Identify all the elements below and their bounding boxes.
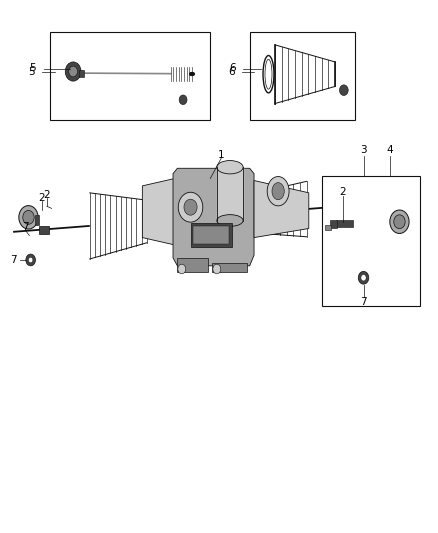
Circle shape xyxy=(339,85,348,95)
Text: 4: 4 xyxy=(386,146,393,155)
Ellipse shape xyxy=(272,183,284,200)
Bar xyxy=(35,215,39,225)
Text: 6: 6 xyxy=(228,68,235,77)
Circle shape xyxy=(178,264,186,274)
Circle shape xyxy=(23,211,34,224)
FancyBboxPatch shape xyxy=(336,220,353,227)
Circle shape xyxy=(178,192,203,222)
Bar xyxy=(79,70,84,77)
Text: 2: 2 xyxy=(38,192,45,203)
Polygon shape xyxy=(173,168,254,266)
Text: 1: 1 xyxy=(218,150,225,159)
Text: 5: 5 xyxy=(28,68,35,77)
Circle shape xyxy=(28,257,33,263)
Circle shape xyxy=(69,66,78,77)
FancyBboxPatch shape xyxy=(191,223,232,247)
Text: 7: 7 xyxy=(22,222,29,231)
Circle shape xyxy=(19,206,38,229)
Ellipse shape xyxy=(217,160,243,174)
Circle shape xyxy=(358,271,369,284)
Circle shape xyxy=(361,274,366,281)
Text: 7: 7 xyxy=(360,297,367,306)
Text: 5: 5 xyxy=(29,63,36,73)
Ellipse shape xyxy=(263,55,274,93)
Text: 6: 6 xyxy=(229,63,236,73)
Ellipse shape xyxy=(267,176,289,206)
FancyBboxPatch shape xyxy=(366,201,374,208)
Circle shape xyxy=(26,254,35,266)
FancyBboxPatch shape xyxy=(325,225,331,230)
Circle shape xyxy=(65,62,81,81)
Bar xyxy=(250,32,355,120)
Text: 3: 3 xyxy=(360,146,367,155)
Circle shape xyxy=(184,199,197,215)
Polygon shape xyxy=(177,258,208,272)
FancyBboxPatch shape xyxy=(193,227,229,245)
Bar xyxy=(50,32,210,120)
Circle shape xyxy=(394,215,405,229)
Bar xyxy=(322,176,420,306)
Circle shape xyxy=(179,95,187,104)
Polygon shape xyxy=(217,167,243,221)
FancyBboxPatch shape xyxy=(330,220,337,228)
Text: 2: 2 xyxy=(43,190,50,199)
Text: 7: 7 xyxy=(10,255,17,265)
Text: 2: 2 xyxy=(339,187,346,197)
Ellipse shape xyxy=(217,215,243,227)
Polygon shape xyxy=(142,178,177,246)
Polygon shape xyxy=(212,263,247,272)
FancyBboxPatch shape xyxy=(39,227,49,234)
Polygon shape xyxy=(254,181,309,238)
Ellipse shape xyxy=(265,59,272,89)
Circle shape xyxy=(390,210,409,233)
Circle shape xyxy=(213,264,221,274)
